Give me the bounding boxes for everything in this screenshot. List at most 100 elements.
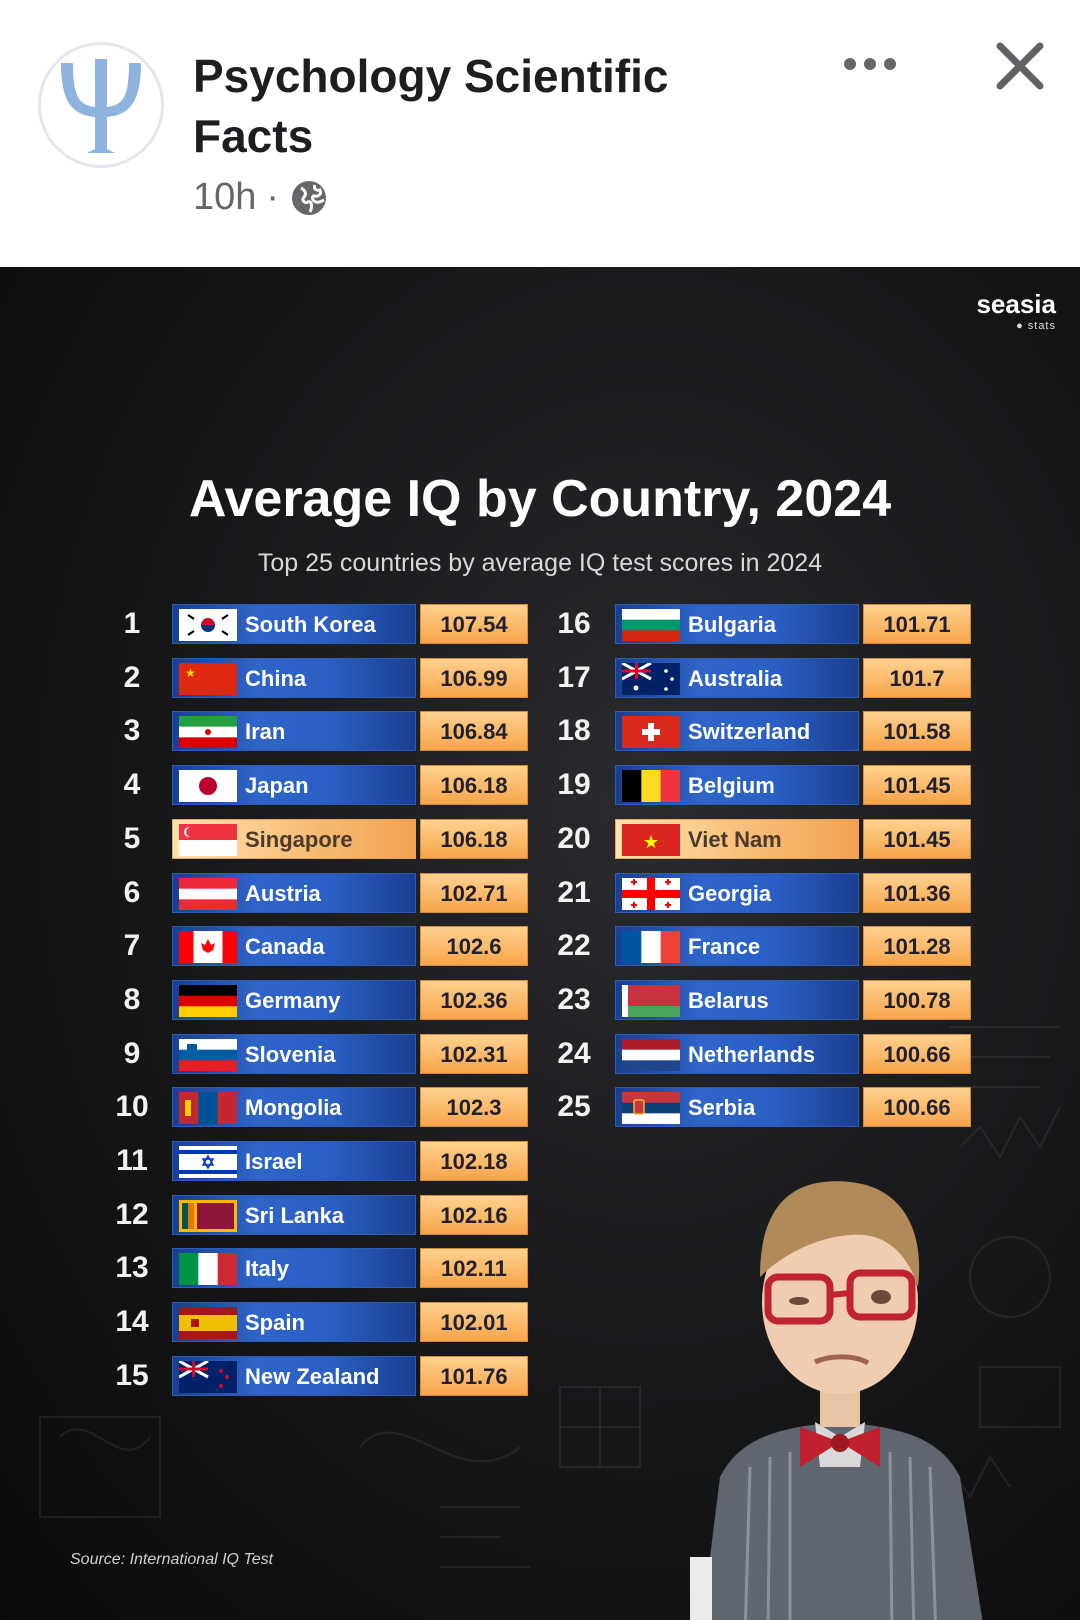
post-image[interactable]: seasia ● stats Average IQ by Country, 20… [0, 267, 1080, 1620]
page-avatar[interactable] [38, 42, 164, 168]
iq-score: 102.01 [420, 1302, 528, 1343]
page-name[interactable]: Psychology Scientific Facts [193, 50, 669, 162]
country-bar: South Korea [172, 604, 416, 644]
iq-score: 101.71 [863, 604, 971, 644]
flag-by-icon [622, 984, 680, 1017]
flag-de-icon [179, 984, 237, 1017]
country-name: Georgia [688, 880, 772, 906]
country-name: Singapore [245, 826, 353, 852]
rank-number: 8 [123, 982, 141, 1016]
iq-score: 102.36 [420, 979, 528, 1020]
iq-score: 102.6 [420, 926, 528, 967]
flag-ch-icon [622, 716, 680, 749]
more-options-button[interactable] [840, 44, 900, 84]
table-row: 17 Australia 101.7 [0, 656, 1080, 700]
table-row: 22 France 101.28 [0, 924, 1080, 968]
rank-number: 13 [115, 1251, 149, 1285]
country-name: Germany [245, 987, 341, 1013]
country-name: Belarus [688, 987, 769, 1013]
iq-score: 101.36 [863, 872, 971, 913]
country-name: Sri Lanka [245, 1202, 345, 1228]
more-dots-icon [844, 58, 896, 70]
rank-number: 5 [123, 821, 141, 855]
country-bar: Iran [172, 711, 416, 752]
rank-number: 12 [115, 1197, 149, 1231]
flag-nz-icon [179, 1360, 237, 1393]
country-name: Viet Nam [688, 826, 782, 852]
globe-icon[interactable] [289, 178, 329, 218]
iq-score: 106.84 [420, 711, 528, 752]
country-bar: Bulgaria [615, 604, 859, 644]
iq-score: 100.66 [863, 1087, 971, 1128]
country-bar: Germany [172, 979, 416, 1020]
iq-score: 106.99 [420, 657, 528, 698]
flag-nl-icon [622, 1038, 680, 1071]
flag-at-icon [179, 877, 237, 910]
iq-score: 101.28 [863, 926, 971, 967]
close-icon [996, 42, 1044, 90]
country-bar: Israel [172, 1141, 416, 1181]
table-row: 12 Sri Lanka 102.16 [0, 1193, 1080, 1237]
brand-name: seasia [976, 289, 1056, 319]
country-name: Japan [245, 773, 309, 799]
flag-jp-icon [179, 770, 237, 803]
country-name: Slovenia [245, 1041, 336, 1067]
rank-number: 7 [123, 929, 141, 963]
table-row: 14 Spain 102.01 [0, 1300, 1080, 1344]
table-row: 5 Singapore 106.18 [0, 817, 1080, 861]
flag-rs-icon [622, 1092, 680, 1125]
post-meta: 10h · [193, 176, 329, 219]
country-bar: Sri Lanka [172, 1194, 416, 1235]
country-bar: Austria [172, 872, 416, 913]
country-name: Spain [245, 1310, 305, 1336]
svg-text:★: ★ [185, 666, 196, 680]
country-name: France [688, 934, 761, 960]
flag-fr-icon [622, 931, 680, 964]
country-name: Mongolia [245, 1095, 342, 1121]
country-bar: Slovenia [172, 1033, 416, 1074]
iq-score: 102.18 [420, 1141, 528, 1181]
country-name: Australia [688, 665, 783, 691]
close-button[interactable] [990, 36, 1050, 96]
table-row: 23 Belarus 100.78 [0, 978, 1080, 1022]
flag-ge-icon [622, 877, 680, 910]
rank-number: 3 [123, 714, 141, 748]
table-row: 20 ★ Viet Nam 101.45 [0, 817, 1080, 861]
iq-score: 107.54 [420, 604, 528, 644]
country-name: Austria [245, 880, 321, 906]
rank-number: 15 [115, 1358, 149, 1392]
table-row: 7 Canada 102.6 [0, 924, 1080, 968]
flag-bg-icon [622, 609, 680, 641]
country-name: Israel [245, 1149, 303, 1174]
source-note: Source: International IQ Test [70, 1551, 274, 1568]
flag-it-icon [179, 1253, 237, 1286]
post-time[interactable]: 10h [193, 176, 257, 218]
table-row: 2 ★ China 106.99 [0, 656, 1080, 700]
country-name: Italy [245, 1256, 290, 1282]
country-name: Switzerland [688, 719, 811, 745]
table-row: 18 Switzerland 101.58 [0, 709, 1080, 753]
table-row: 13 Italy 102.11 [0, 1246, 1080, 1290]
rank-number: 21 [557, 875, 591, 909]
rank-number: 23 [557, 982, 591, 1016]
rank-number: 18 [557, 714, 591, 748]
rank-number: 20 [557, 821, 591, 855]
iq-score: 106.18 [420, 818, 528, 859]
flag-au-icon [622, 662, 680, 695]
iq-score: 102.31 [420, 1033, 528, 1074]
rank-number: 9 [123, 1036, 141, 1070]
flag-il-icon [179, 1146, 237, 1178]
country-name: Netherlands [688, 1041, 816, 1067]
country-bar: New Zealand [172, 1355, 416, 1396]
flag-es-icon [179, 1307, 237, 1340]
country-name: Iran [245, 719, 286, 745]
table-row: 9 Slovenia 102.31 [0, 1032, 1080, 1076]
country-bar: Switzerland [615, 711, 859, 752]
country-bar: Georgia [615, 872, 859, 913]
rank-number: 2 [123, 660, 141, 694]
country-bar: ★ Viet Nam [615, 818, 859, 859]
flag-lk-icon [179, 1199, 237, 1232]
rank-number: 1 [123, 607, 141, 640]
iq-score: 106.18 [420, 765, 528, 806]
iq-score: 101.45 [863, 765, 971, 806]
